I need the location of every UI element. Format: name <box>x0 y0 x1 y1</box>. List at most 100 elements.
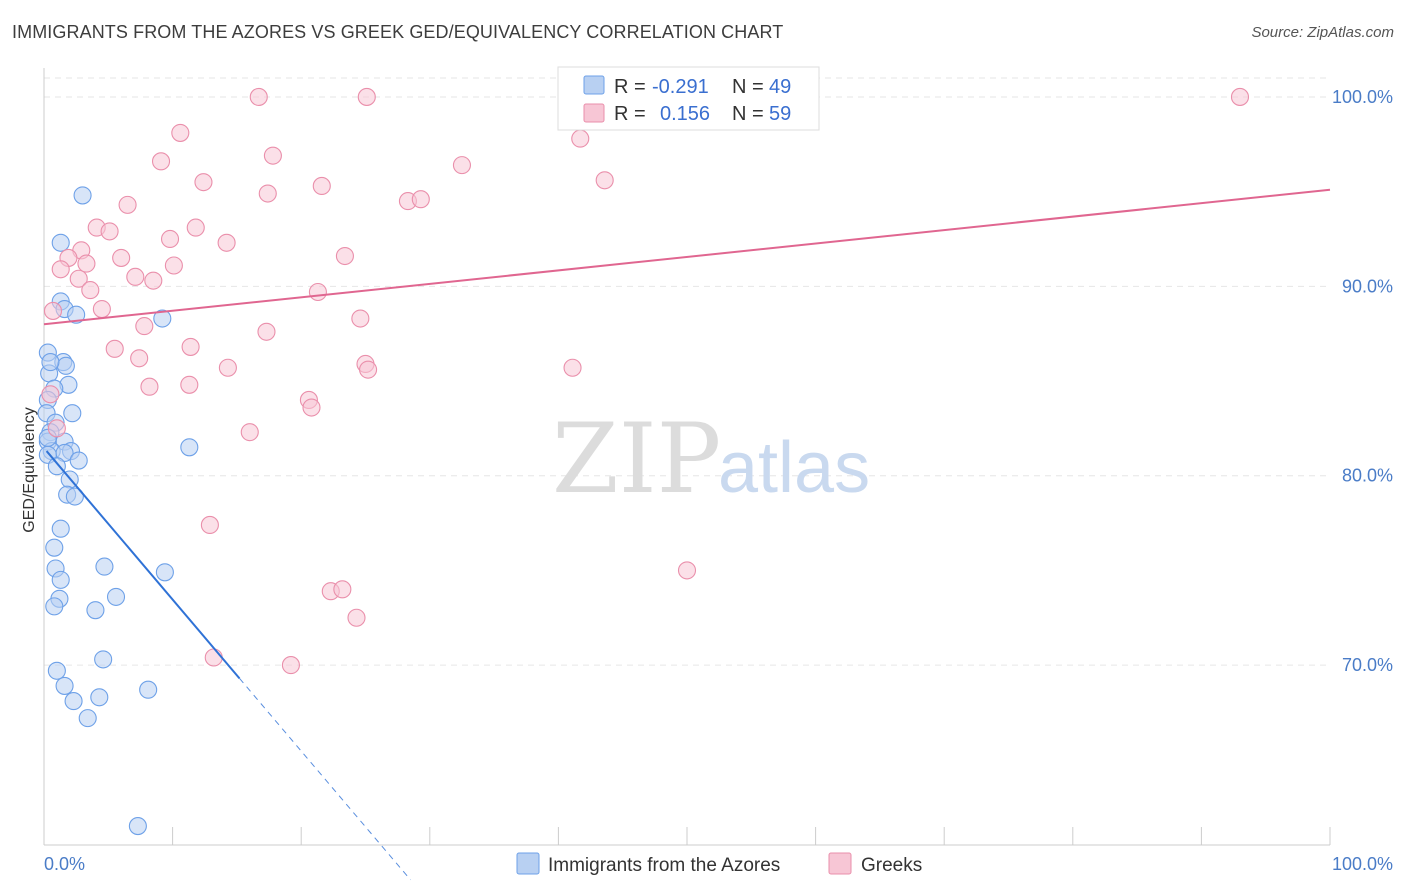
data-point <box>47 457 66 476</box>
data-point <box>86 601 105 620</box>
data-point <box>312 176 331 195</box>
source-credit: Source: ZipAtlas.com <box>1251 24 1394 41</box>
data-point <box>106 587 126 606</box>
y-tick-labels: 70.0% 80.0% 90.0% 100.0% <box>1332 87 1393 675</box>
bottom-legend-label-azores: Immigrants from the Azores <box>548 855 780 876</box>
legend-swatch-greeks <box>583 103 605 123</box>
data-point <box>411 190 430 209</box>
data-point <box>151 152 171 171</box>
legend-swatch-azores <box>583 75 605 95</box>
data-point <box>677 561 697 580</box>
data-point <box>56 356 75 375</box>
data-point <box>218 358 237 377</box>
data-point <box>51 233 70 252</box>
legend-n-label: N = <box>732 76 764 98</box>
trend-lines <box>43 188 1331 881</box>
data-point <box>180 375 199 394</box>
data-point <box>164 256 183 275</box>
data-point <box>41 385 60 404</box>
data-point <box>333 580 352 599</box>
data-point <box>78 709 97 728</box>
data-point <box>64 692 83 711</box>
data-point <box>100 222 119 241</box>
data-point <box>65 487 84 506</box>
data-point <box>155 563 174 582</box>
y-tick-label: 100.0% <box>1332 87 1393 107</box>
data-point <box>452 156 472 175</box>
data-point <box>135 317 154 336</box>
series-legend: Immigrants from the Azores Greeks <box>516 852 922 876</box>
data-point <box>128 817 147 836</box>
data-point <box>126 267 145 286</box>
data-point <box>257 322 276 341</box>
data-point <box>1230 87 1250 106</box>
data-point <box>144 271 163 290</box>
data-point <box>45 538 64 557</box>
data-point <box>95 557 114 576</box>
data-point <box>51 260 70 279</box>
watermark-zip: ZIP <box>552 403 721 515</box>
data-point <box>69 451 88 470</box>
data-point <box>69 269 88 288</box>
data-point <box>194 173 213 192</box>
y-axis-label: GED/Equivalency <box>21 407 38 532</box>
data-point <box>308 282 327 302</box>
data-point <box>140 377 159 396</box>
data-point <box>130 349 149 368</box>
series-greeks <box>41 87 1250 675</box>
y-tick-label: 80.0% <box>1342 466 1393 486</box>
legend-r-label: R = <box>614 76 646 98</box>
y-tick-label: 70.0% <box>1342 655 1393 675</box>
data-point <box>258 184 277 203</box>
data-point <box>63 404 82 423</box>
chart-title: IMMIGRANTS FROM THE AZORES VS GREEK GED/… <box>12 22 784 42</box>
data-point <box>118 195 137 214</box>
data-point <box>51 519 70 538</box>
stats-legend: R = -0.291 N = 49 R = 0.156 N = 59 <box>557 66 820 131</box>
legend-n-label: N = <box>732 103 764 125</box>
data-point <box>81 281 100 300</box>
data-point <box>47 661 66 680</box>
series-azores <box>37 186 199 836</box>
trend-line-greeks <box>43 188 1331 326</box>
watermark: ZIP atlas <box>552 403 870 515</box>
data-point <box>351 309 370 328</box>
data-point <box>249 87 268 106</box>
data-point <box>200 515 219 534</box>
watermark-atlas: atlas <box>718 428 870 508</box>
data-point <box>595 171 614 190</box>
data-point <box>94 650 113 669</box>
data-point <box>105 339 124 358</box>
trend-line-azores <box>45 450 241 679</box>
x-tick-labels: 0.0% 100.0% <box>44 854 1393 874</box>
data-point <box>571 129 590 148</box>
data-point <box>186 218 205 237</box>
legend-r-value: 0.156 <box>660 103 710 125</box>
data-point <box>92 299 111 319</box>
bottom-legend-label-greeks: Greeks <box>861 855 922 876</box>
data-point <box>204 648 223 667</box>
data-point <box>90 688 109 707</box>
data-point <box>41 353 60 372</box>
legend-r-label: R = <box>614 103 646 125</box>
data-point <box>153 309 172 328</box>
data-point <box>160 229 180 249</box>
data-point <box>281 656 300 675</box>
data-point <box>67 305 86 324</box>
data-point <box>77 254 96 273</box>
bottom-legend-swatch-greeks <box>828 852 852 875</box>
legend-r-value: -0.291 <box>652 76 709 98</box>
data-point <box>51 570 70 589</box>
data-point <box>357 87 376 106</box>
data-point <box>171 123 190 142</box>
y-tick-label: 90.0% <box>1342 276 1393 296</box>
data-point <box>43 301 63 320</box>
data-point <box>302 398 321 417</box>
bottom-legend-swatch-azores <box>516 852 540 875</box>
data-point <box>180 438 199 457</box>
data-point <box>55 676 74 695</box>
legend-n-value: 49 <box>769 76 791 98</box>
data-point <box>263 146 282 165</box>
data-point <box>112 248 131 267</box>
